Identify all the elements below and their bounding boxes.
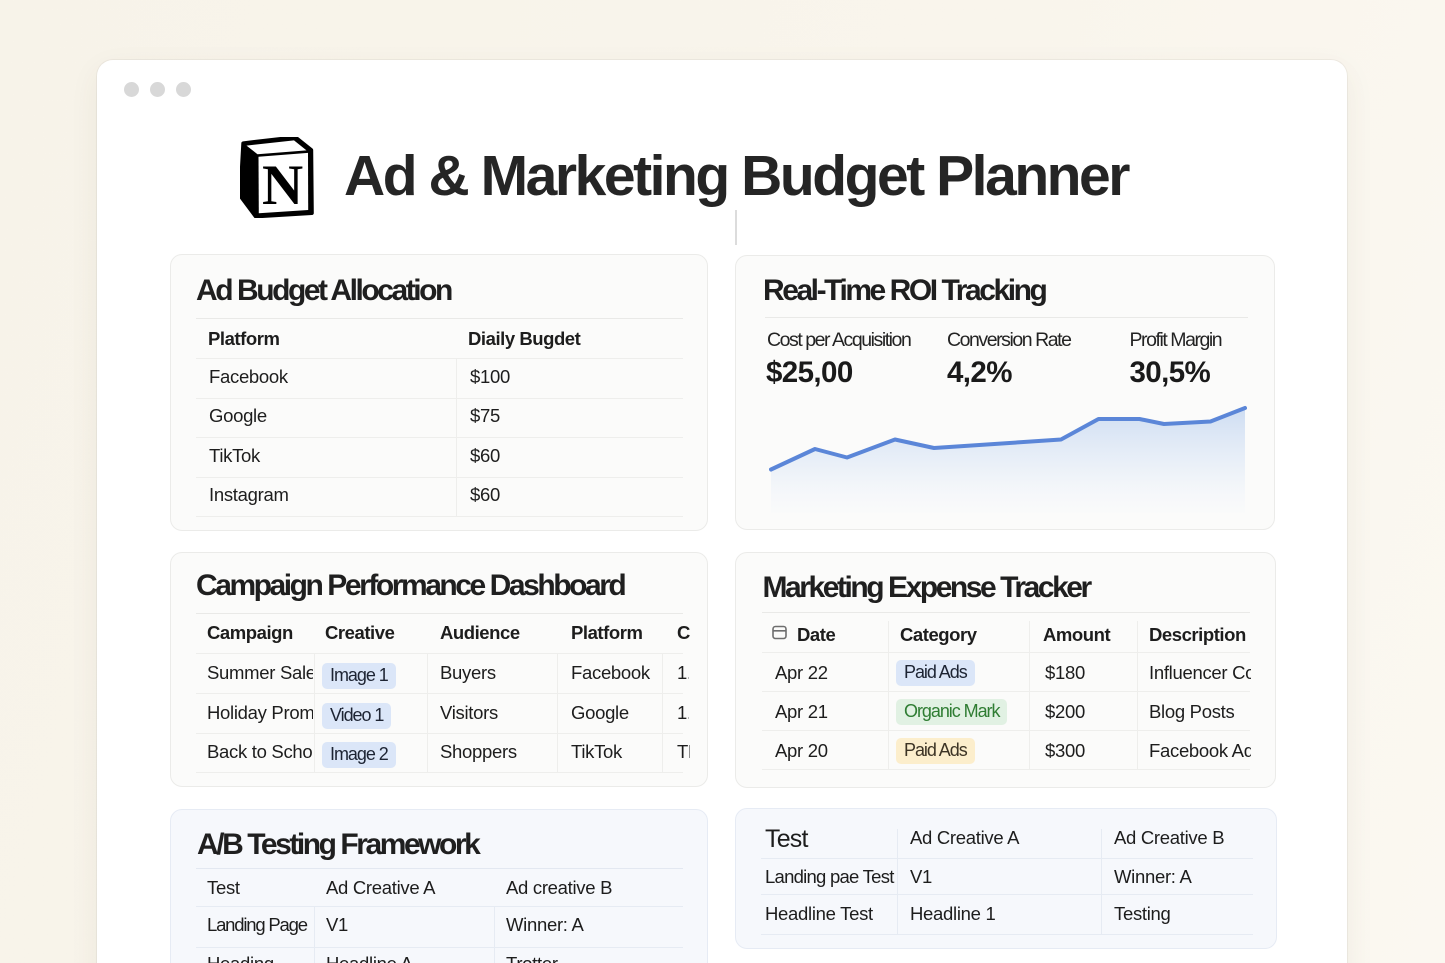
svg-text:N: N	[262, 154, 303, 217]
